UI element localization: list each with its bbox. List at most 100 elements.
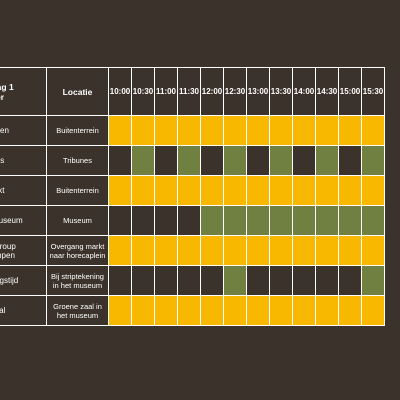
- yellow-slot: [154, 235, 178, 266]
- activity-cell: oorlogstijd: [0, 265, 47, 296]
- empty-slot: [108, 205, 132, 236]
- yellow-slot: [131, 295, 155, 326]
- empty-slot: [269, 265, 293, 296]
- yellow-slot: [292, 235, 316, 266]
- yellow-slot: [200, 295, 224, 326]
- yellow-slot: [108, 295, 132, 326]
- empty-slot: [108, 145, 132, 176]
- header-activity: ndag 1 er: [0, 67, 47, 116]
- green-slot: [177, 145, 201, 176]
- yellow-slot: [223, 175, 247, 206]
- table-row: aalGroene zaal in het museum: [0, 295, 385, 326]
- table-row: openBuitenterrein: [0, 115, 385, 146]
- yellow-slot: [315, 115, 339, 146]
- yellow-slot: [246, 235, 270, 266]
- yellow-slot: [361, 235, 385, 266]
- empty-slot: [292, 145, 316, 176]
- green-slot: [292, 205, 316, 236]
- yellow-slot: [154, 175, 178, 206]
- empty-slot: [200, 145, 224, 176]
- time-header: 11:00: [154, 67, 178, 116]
- yellow-slot: [131, 175, 155, 206]
- table-row: or Group KempenOvergang markt naar horec…: [0, 235, 385, 266]
- yellow-slot: [177, 175, 201, 206]
- empty-slot: [246, 145, 270, 176]
- time-header: 10:00: [108, 67, 132, 116]
- empty-slot: [154, 265, 178, 296]
- green-slot: [200, 205, 224, 236]
- green-slot: [338, 205, 362, 236]
- empty-slot: [338, 145, 362, 176]
- green-slot: [315, 145, 339, 176]
- yellow-slot: [223, 235, 247, 266]
- yellow-slot: [200, 175, 224, 206]
- empty-slot: [200, 265, 224, 296]
- green-slot: [361, 265, 385, 296]
- header-location: Locatie: [46, 67, 109, 116]
- green-slot: [223, 205, 247, 236]
- time-header: 12:00: [200, 67, 224, 116]
- activity-cell: es: [0, 145, 47, 176]
- table-row: logsmuseumMuseum: [0, 205, 385, 236]
- yellow-slot: [361, 115, 385, 146]
- yellow-slot: [177, 115, 201, 146]
- green-slot: [361, 145, 385, 176]
- yellow-slot: [154, 115, 178, 146]
- location-cell: Tribunes: [46, 145, 109, 176]
- yellow-slot: [269, 235, 293, 266]
- empty-slot: [315, 265, 339, 296]
- yellow-slot: [246, 115, 270, 146]
- yellow-slot: [108, 175, 132, 206]
- table-row: esTribunes: [0, 145, 385, 176]
- green-slot: [269, 205, 293, 236]
- location-cell: Buitenterrein: [46, 175, 109, 206]
- yellow-slot: [154, 295, 178, 326]
- green-slot: [131, 145, 155, 176]
- location-cell: Groene zaal in het museum: [46, 295, 109, 326]
- green-slot: [269, 145, 293, 176]
- empty-slot: [292, 265, 316, 296]
- yellow-slot: [292, 115, 316, 146]
- empty-slot: [338, 265, 362, 296]
- time-header: 15:00: [338, 67, 362, 116]
- location-cell: Overgang markt naar horecaplein: [46, 235, 109, 266]
- empty-slot: [177, 205, 201, 236]
- yellow-slot: [292, 175, 316, 206]
- location-cell: Buitenterrein: [46, 115, 109, 146]
- header-row: ndag 1 er Locatie 10:0010:3011:0011:3012…: [0, 67, 385, 116]
- yellow-slot: [177, 235, 201, 266]
- location-cell: Bij striptekening in het museum: [46, 265, 109, 296]
- yellow-slot: [361, 295, 385, 326]
- time-header: 13:30: [269, 67, 293, 116]
- time-header: 15:30: [361, 67, 385, 116]
- header-activity-line1: ndag 1: [0, 81, 14, 92]
- time-header: 14:30: [315, 67, 339, 116]
- yellow-slot: [315, 295, 339, 326]
- yellow-slot: [200, 235, 224, 266]
- empty-slot: [154, 205, 178, 236]
- yellow-slot: [177, 295, 201, 326]
- yellow-slot: [338, 235, 362, 266]
- empty-slot: [108, 265, 132, 296]
- yellow-slot: [223, 295, 247, 326]
- yellow-slot: [269, 295, 293, 326]
- time-header: 11:30: [177, 67, 201, 116]
- time-header: 10:30: [131, 67, 155, 116]
- yellow-slot: [223, 115, 247, 146]
- yellow-slot: [108, 115, 132, 146]
- green-slot: [361, 205, 385, 236]
- time-header: 13:00: [246, 67, 270, 116]
- activity-cell: open: [0, 115, 47, 146]
- yellow-slot: [315, 235, 339, 266]
- activity-cell: rkt: [0, 175, 47, 206]
- yellow-slot: [292, 295, 316, 326]
- green-slot: [223, 145, 247, 176]
- location-cell: Museum: [46, 205, 109, 236]
- yellow-slot: [269, 115, 293, 146]
- green-slot: [315, 205, 339, 236]
- schedule-table: ndag 1 er Locatie 10:0010:3011:0011:3012…: [0, 67, 385, 326]
- yellow-slot: [246, 295, 270, 326]
- time-header: 14:00: [292, 67, 316, 116]
- activity-cell: aal: [0, 295, 47, 326]
- yellow-slot: [361, 175, 385, 206]
